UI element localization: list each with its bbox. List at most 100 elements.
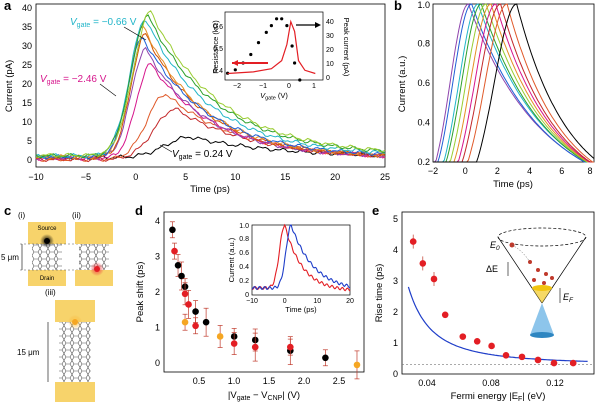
b-series-line <box>433 3 594 163</box>
a-inset-ytick-right: 20 <box>326 47 334 54</box>
panel-b-label: b <box>394 0 402 13</box>
e-xtick-label: 0.12 <box>546 378 564 388</box>
a-inset-resistance-point <box>280 17 284 21</box>
a-inset-resistance-point <box>249 52 253 57</box>
a-xtick-label: −10 <box>28 172 43 182</box>
b-xlabel: Time (ps) <box>493 179 533 190</box>
d-inset-ytick: 1.0 <box>239 223 249 230</box>
c-laser-spot-orange-core <box>72 319 78 325</box>
a-inset-xlabel: Vgate (V) <box>260 91 288 102</box>
a-ytick-label: 25 <box>22 60 32 70</box>
a-inset-resistance-point <box>233 68 237 72</box>
a-inset-arrowhead-left <box>232 60 238 66</box>
d-ytick-label: 0 <box>155 358 160 368</box>
e-ytick-label: 3 <box>393 276 398 286</box>
a-annotation-bot-leader <box>159 144 173 153</box>
a-inset-frame <box>224 11 324 81</box>
e-xlabel: Fermi energy |EF| (eV) <box>451 391 546 403</box>
a-xtick-label: 5 <box>183 172 188 182</box>
a-ytick-label: 40 <box>22 3 32 13</box>
a-inset-peak-current-line <box>227 19 316 75</box>
e-point <box>550 359 558 367</box>
c-sub-iii: (iii) <box>45 288 56 297</box>
e-point <box>430 275 438 283</box>
a-inset-ytick-left: 0.5 <box>213 46 223 53</box>
b-xtick-label: 8 <box>587 166 592 176</box>
e-fit-curve <box>407 286 588 362</box>
a-ytick-label: 5 <box>27 136 32 146</box>
a-inset: Resistance (kΩ) Peak current (pA) 0.4 0.… <box>211 11 351 102</box>
panel-e: 0 1 2 3 4 5 0.04 0.08 0.12 Fermi energy … <box>374 211 595 403</box>
c-drain-label: Drain <box>40 276 54 282</box>
b-ytick-label: 0.6 <box>417 78 430 88</box>
e-cone-lower-ellipse <box>530 332 554 338</box>
a-inset-xtick: −2 <box>233 83 241 90</box>
b-ytick-label: 0.8 <box>417 39 430 49</box>
b-series-line <box>433 3 594 163</box>
d-inset-line-blue <box>251 224 351 291</box>
e-point <box>409 238 417 245</box>
d-inset-xlabel: Time (ps) <box>285 305 317 314</box>
d-point-black <box>202 318 210 326</box>
d-inset-series <box>251 223 351 292</box>
b-ytick-label: 1.0 <box>417 0 430 10</box>
d-inset-ytick: 0.4 <box>239 264 249 271</box>
e-xtick-label: 0.08 <box>482 378 500 388</box>
d-ytick-label: 4 <box>155 216 160 226</box>
e-cone-fermi-ellipse <box>532 285 552 291</box>
d-xtick-label: 0.5 <box>193 376 206 386</box>
c-device-iii <box>55 300 95 402</box>
panel-a-xticks: −10 −5 0 5 10 15 20 25 <box>28 172 390 182</box>
d-ytick-label: 3 <box>155 252 160 262</box>
d-inset-xtick: 20 <box>346 298 354 305</box>
a-annotation-top: Vgate = −0.66 V <box>70 17 137 29</box>
d-point-red <box>251 343 259 351</box>
c-device-i: Source Drain <box>28 222 66 286</box>
e-point <box>459 333 467 340</box>
d-xlabel: |Vgate − VCNP| (V) <box>228 390 300 402</box>
b-xtick-label: 6 <box>559 166 564 176</box>
d-inset: 0 0.2 0.4 0.6 0.8 1.0 −10 0 10 20 Time (… <box>227 223 354 314</box>
e-hot-carrier <box>550 276 554 280</box>
d-ylabel: Peak shift (ps) <box>135 262 146 323</box>
panel-c-label: c <box>4 203 11 218</box>
a-inset-resistance-point <box>256 41 261 45</box>
d-point-orange <box>353 361 361 369</box>
d-xtick-label: 1.0 <box>228 376 241 386</box>
b-xtick-label: 2 <box>495 166 500 176</box>
a-inset-xtick: 1 <box>312 83 316 90</box>
c-graphene-channel <box>32 244 62 270</box>
e-hot-carrier <box>542 281 546 285</box>
a-ytick-label: 30 <box>22 41 32 51</box>
panel-e-label: e <box>372 203 379 218</box>
e-cone-e0: E0 <box>490 240 500 252</box>
a-ytick-label: 35 <box>22 22 32 32</box>
e-point <box>502 352 510 359</box>
a-inset-resistance-point <box>275 17 279 21</box>
d-point-orange <box>181 318 189 326</box>
d-inset-ytick: 0 <box>245 292 249 299</box>
a-ytick-label: 0 <box>27 155 32 165</box>
c-laser-spot-red-core <box>94 266 100 272</box>
c-drain-electrode <box>55 382 95 402</box>
e-dirac-cone-illustration: E0 ΔE EF <box>486 227 587 338</box>
a-inset-arrowhead-right <box>315 22 321 28</box>
e-xtick-label: 0.04 <box>418 378 436 388</box>
a-inset-resistance-point <box>290 44 294 48</box>
b-ytick-label: 0.2 <box>417 157 430 167</box>
b-series-line <box>433 3 595 163</box>
panel-d-label: d <box>135 203 143 218</box>
e-cone-ef: EF <box>563 292 574 304</box>
d-inset-ytick: 0.6 <box>239 250 249 257</box>
e-ytick-label: 5 <box>393 214 398 224</box>
a-ytick-label: 20 <box>22 79 32 89</box>
panel-a-yticks: 0 5 10 15 20 25 30 35 40 <box>22 3 32 165</box>
e-cone-fermi-fill <box>532 288 552 303</box>
a-series-line <box>35 10 386 158</box>
a-xtick-label: 20 <box>330 172 340 182</box>
e-scatter-path <box>511 244 531 263</box>
b-ytick-label: 0.4 <box>417 118 430 128</box>
b-xtick-label: −2 <box>428 166 438 176</box>
d-point-black <box>192 308 199 315</box>
d-point-black <box>174 262 182 269</box>
